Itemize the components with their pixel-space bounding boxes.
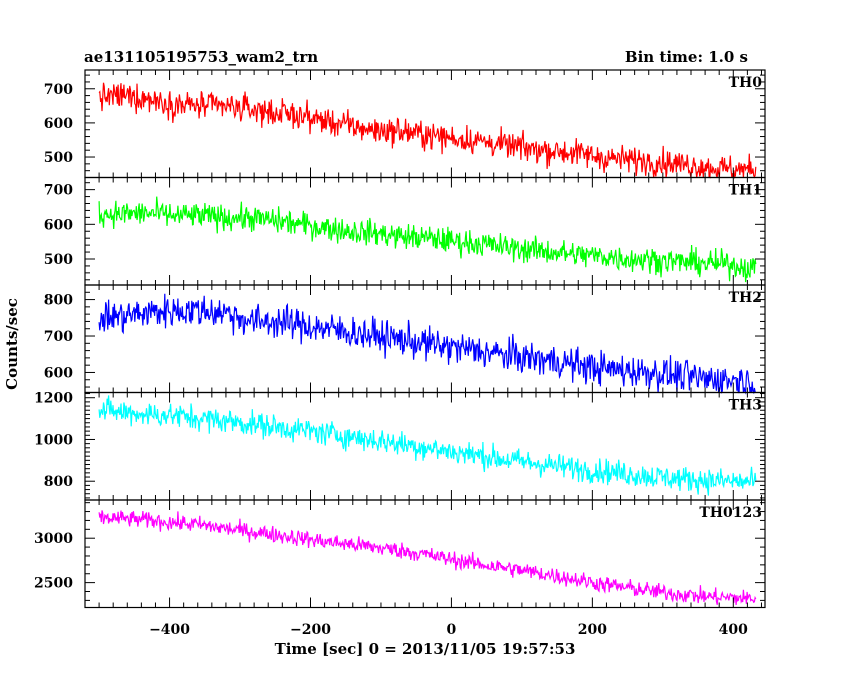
series-line-th3 <box>98 395 757 496</box>
panel-frame <box>84 499 766 609</box>
series-line-th1 <box>98 196 757 283</box>
series-line-th0123 <box>98 510 757 606</box>
y-tick-label: 2500 <box>34 576 73 592</box>
y-tick-label: 700 <box>44 183 73 199</box>
panel-th1: 500 600 700 TH1 <box>44 176 766 286</box>
panel-label: TH2 <box>729 290 762 306</box>
bin-time-label: Bin time: 1.0 s <box>625 48 748 66</box>
panels: 500 600 700 TH0 500 600 700 TH1 600 700 800 TH2 800 1… <box>34 69 766 638</box>
y-tick-label: 800 <box>44 474 73 490</box>
y-tick-label: 600 <box>44 365 73 381</box>
panel-label: TH0 <box>729 75 763 91</box>
series-line-th2 <box>98 293 757 395</box>
y-axis-label: Counts/sec <box>3 298 21 390</box>
x-tick-label: −200 <box>290 622 331 638</box>
y-tick-label: 1000 <box>34 432 73 448</box>
chart-title: ae131105195753_wam2_trn <box>84 48 318 66</box>
y-tick-label: 600 <box>44 217 73 233</box>
panel-label: TH1 <box>729 183 762 199</box>
y-tick-label: 1200 <box>34 391 73 407</box>
y-tick-label: 800 <box>44 293 73 309</box>
panel-th2: 600 700 800 TH2 <box>44 284 766 395</box>
x-tick-label: 0 <box>447 622 457 638</box>
y-tick-label: 3000 <box>34 531 73 547</box>
y-tick-label: 500 <box>44 252 73 268</box>
x-tick-label: −400 <box>149 622 190 638</box>
panel-th3: 800 1000 1200 TH3 <box>34 391 766 501</box>
x-tick-label: 200 <box>578 622 607 638</box>
panel-frame <box>84 176 766 286</box>
panel-label: TH3 <box>729 398 762 414</box>
y-tick-label: 500 <box>44 150 73 166</box>
series-line-th0 <box>98 82 757 180</box>
panel-th0: 500 600 700 TH0 <box>44 69 766 180</box>
panel-th0123: 2500 3000 TH0123 <box>34 499 766 609</box>
y-tick-label: 700 <box>44 82 73 98</box>
y-tick-label: 600 <box>44 116 73 132</box>
x-axis-label: Time [sec] 0 = 2013/11/05 19:57:53 <box>275 640 576 658</box>
panel-label: TH0123 <box>699 505 762 521</box>
x-tick-label: 400 <box>719 622 748 638</box>
y-tick-label: 700 <box>44 329 73 345</box>
